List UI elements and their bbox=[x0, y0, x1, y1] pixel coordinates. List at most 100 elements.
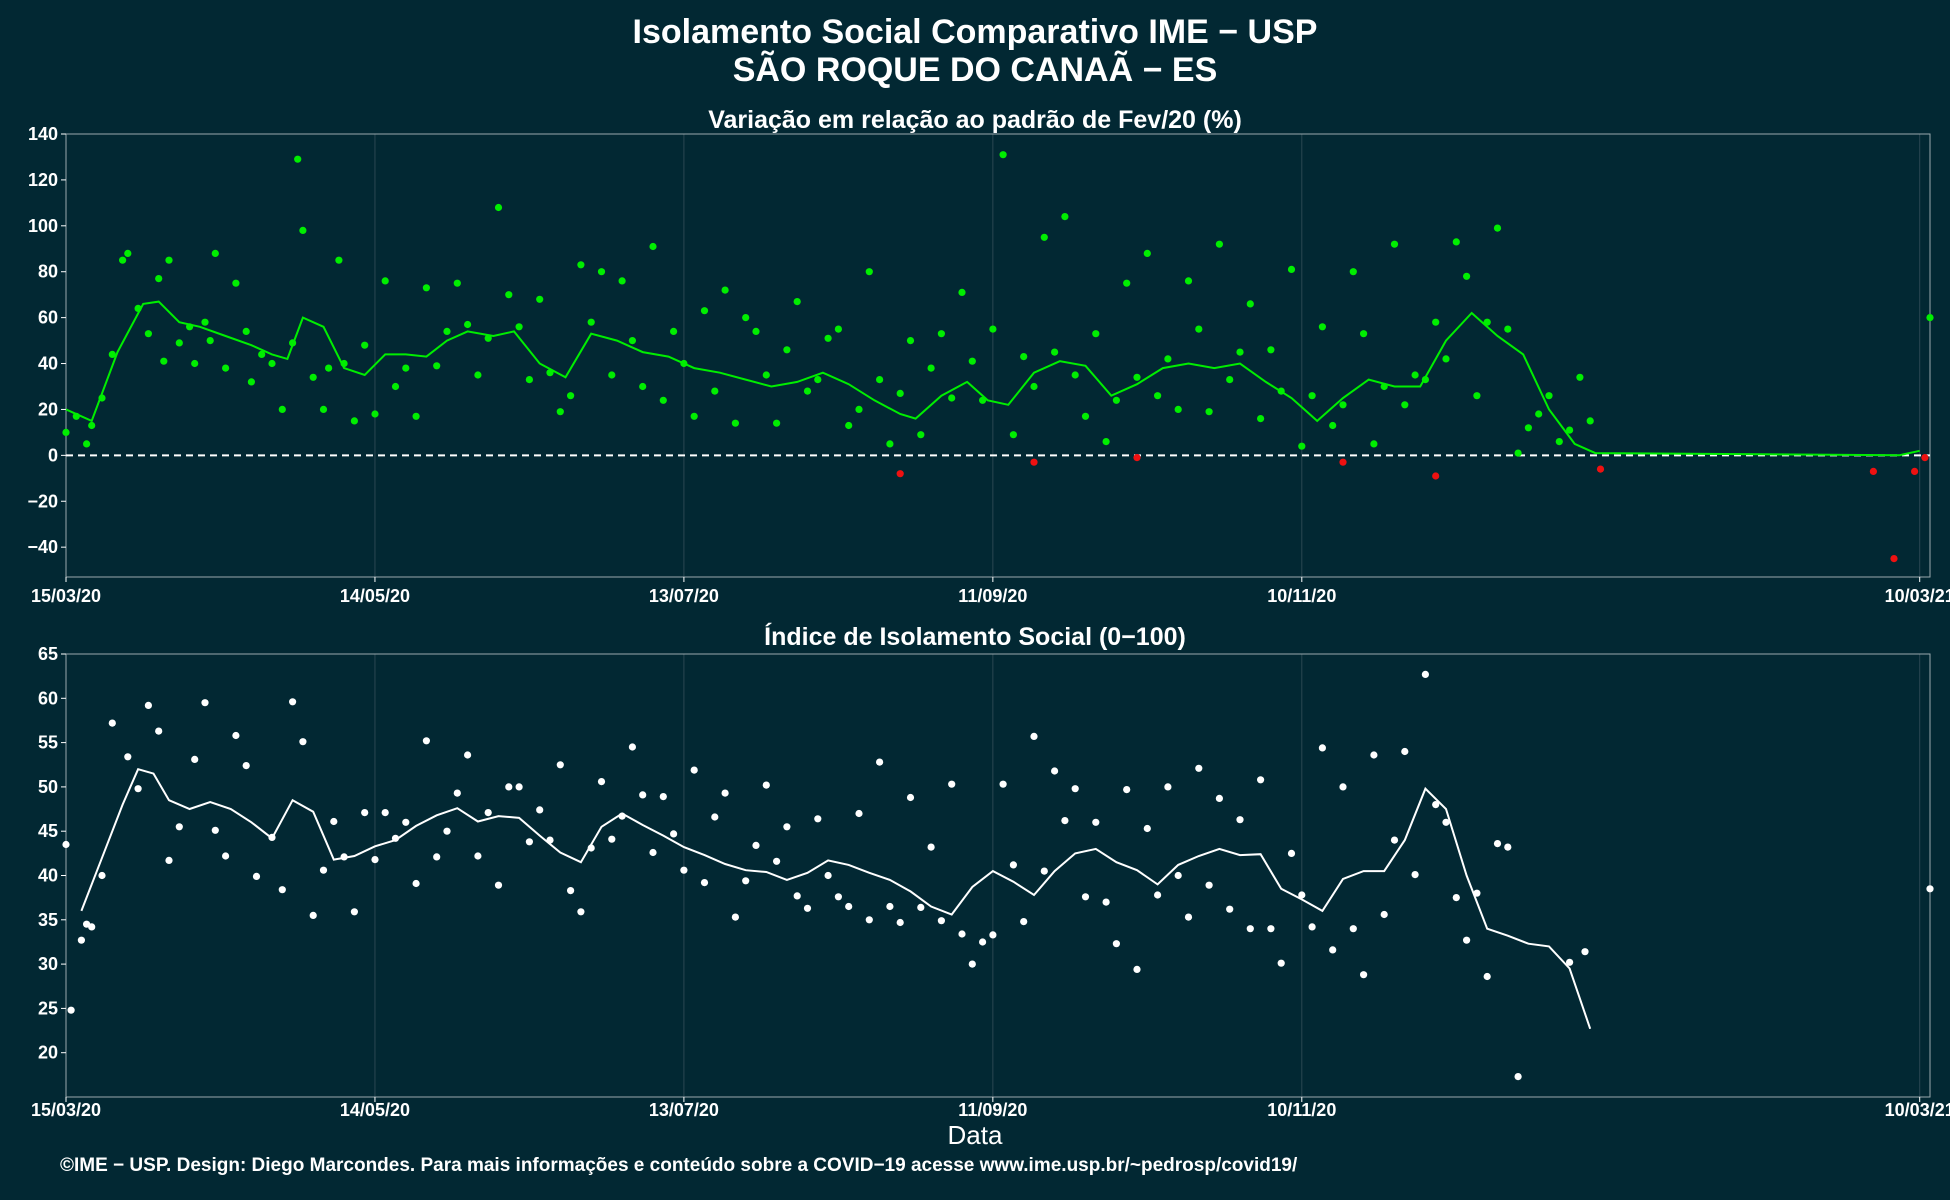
data-point bbox=[165, 856, 173, 865]
data-point bbox=[783, 346, 791, 354]
data-point bbox=[1020, 918, 1028, 926]
data-point bbox=[222, 364, 230, 372]
x-tick-label: 10/11/20 bbox=[1267, 1100, 1336, 1120]
data-point bbox=[639, 791, 647, 799]
data-point bbox=[1112, 940, 1120, 948]
data-point bbox=[1298, 442, 1306, 450]
data-point bbox=[659, 396, 667, 404]
data-point bbox=[175, 339, 183, 347]
y-tick-label: 20 bbox=[38, 399, 58, 419]
data-point bbox=[927, 364, 935, 372]
data-point bbox=[1339, 401, 1347, 409]
y-tick-label: −20 bbox=[27, 491, 58, 511]
data-point bbox=[371, 856, 379, 864]
data-point bbox=[391, 382, 400, 391]
data-point bbox=[721, 286, 729, 294]
data-point bbox=[989, 931, 997, 939]
y-tick-label: 100 bbox=[28, 216, 58, 236]
data-point bbox=[680, 866, 688, 874]
y-tick-label: 40 bbox=[38, 866, 58, 886]
data-point bbox=[62, 840, 70, 849]
data-point bbox=[371, 410, 379, 418]
data-point bbox=[711, 387, 719, 395]
data-point bbox=[1133, 373, 1141, 381]
data-point bbox=[556, 408, 564, 416]
data-point bbox=[1442, 355, 1450, 363]
data-point bbox=[649, 848, 657, 857]
data-point bbox=[567, 392, 575, 400]
data-point bbox=[453, 279, 461, 287]
data-point bbox=[278, 886, 286, 894]
data-point bbox=[1401, 747, 1409, 756]
data-point bbox=[1463, 272, 1471, 280]
data-point bbox=[98, 871, 106, 880]
data-point bbox=[443, 827, 451, 835]
data-point bbox=[803, 387, 812, 395]
data-point bbox=[649, 242, 657, 251]
data-point bbox=[319, 866, 328, 874]
data-point bbox=[1195, 764, 1203, 772]
data-point bbox=[515, 783, 523, 791]
data-point bbox=[865, 916, 873, 924]
data-point bbox=[1390, 240, 1399, 248]
data-point bbox=[1123, 786, 1131, 794]
data-point bbox=[350, 908, 358, 916]
data-point bbox=[948, 780, 956, 788]
negative-data-point bbox=[1030, 458, 1038, 466]
data-point bbox=[1329, 946, 1337, 954]
data-point bbox=[1267, 925, 1275, 933]
y-tick-label: 20 bbox=[38, 1043, 58, 1063]
data-point bbox=[906, 793, 915, 802]
data-point bbox=[155, 275, 163, 283]
data-point bbox=[700, 307, 709, 315]
data-point bbox=[330, 817, 338, 826]
data-point bbox=[252, 872, 261, 881]
data-point bbox=[917, 431, 925, 439]
y-tick-label: 40 bbox=[38, 354, 58, 374]
data-point bbox=[690, 766, 698, 774]
data-point bbox=[1215, 240, 1223, 248]
x-tick-label: 15/03/20 bbox=[31, 1100, 101, 1120]
data-point bbox=[1442, 818, 1450, 826]
data-point bbox=[515, 323, 523, 331]
data-point bbox=[83, 440, 91, 448]
data-point bbox=[1051, 348, 1059, 356]
data-point bbox=[361, 809, 369, 817]
data-point bbox=[1071, 785, 1079, 793]
data-point bbox=[211, 249, 219, 257]
data-point bbox=[917, 903, 925, 912]
plot-frame bbox=[65, 653, 1931, 1098]
y-tick-label: 140 bbox=[28, 124, 58, 144]
data-point bbox=[1143, 249, 1151, 257]
data-point bbox=[1287, 265, 1296, 273]
data-point bbox=[1452, 894, 1460, 902]
data-point bbox=[1226, 376, 1234, 384]
data-point bbox=[865, 268, 873, 276]
data-point bbox=[845, 421, 853, 430]
data-point bbox=[793, 892, 801, 900]
data-point bbox=[1246, 300, 1254, 308]
data-point bbox=[906, 337, 915, 345]
data-point bbox=[1411, 871, 1419, 879]
negative-data-point bbox=[1890, 555, 1898, 563]
moving-average-line bbox=[65, 300, 1920, 457]
data-point bbox=[670, 830, 678, 838]
data-point bbox=[937, 917, 946, 925]
data-point bbox=[242, 327, 250, 335]
data-point bbox=[876, 758, 884, 766]
x-tick-label: 10/03/21 bbox=[1885, 1100, 1950, 1120]
data-point bbox=[1524, 424, 1532, 432]
data-point bbox=[381, 809, 389, 817]
data-point bbox=[1184, 913, 1193, 921]
data-point bbox=[1051, 767, 1059, 775]
data-point bbox=[1102, 898, 1110, 906]
data-point bbox=[325, 364, 333, 372]
x-tick-label: 11/09/20 bbox=[958, 586, 1027, 606]
data-point bbox=[494, 881, 503, 889]
data-point bbox=[108, 350, 116, 358]
data-point bbox=[1390, 836, 1399, 844]
y-tick-label: 55 bbox=[38, 733, 58, 753]
data-point bbox=[525, 838, 534, 846]
data-point bbox=[124, 249, 132, 257]
data-point bbox=[896, 918, 904, 927]
